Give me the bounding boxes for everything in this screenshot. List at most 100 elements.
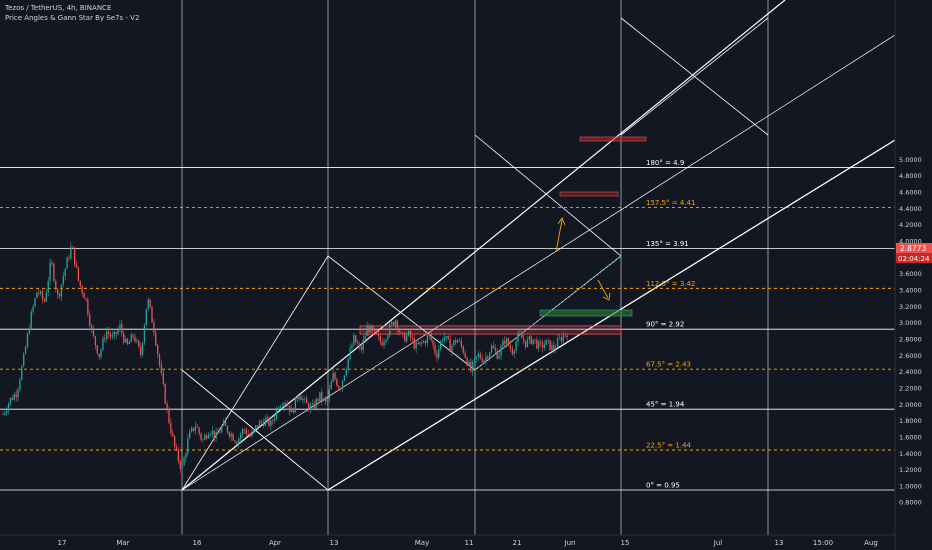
- candle-body: [187, 438, 189, 454]
- candle-body: [175, 446, 178, 450]
- candle-body: [241, 429, 244, 435]
- candle-body: [226, 425, 229, 433]
- candle-body: [185, 453, 187, 458]
- candle-body: [421, 342, 423, 343]
- candle-body: [41, 291, 44, 300]
- gann-level-label: 22.5° = 1.44: [646, 442, 692, 450]
- candle-body: [528, 336, 530, 340]
- candle-body: [249, 434, 251, 437]
- candle-body: [121, 324, 123, 333]
- candle-body: [238, 438, 240, 445]
- candle-body: [377, 334, 380, 337]
- candle-body: [243, 429, 246, 430]
- candle-body: [406, 335, 408, 342]
- candle-body: [332, 373, 334, 382]
- candle-body: [494, 348, 497, 351]
- candle-body: [541, 342, 544, 348]
- candle-body: [315, 399, 317, 409]
- candle-body: [434, 345, 436, 354]
- candle-body: [179, 461, 181, 469]
- candle-body: [24, 347, 27, 354]
- candle-body: [466, 357, 468, 366]
- candle-body: [104, 338, 106, 340]
- gann-level-label: 0° = 0.95: [646, 482, 680, 490]
- candle-body: [273, 417, 276, 422]
- candle-body: [415, 342, 417, 349]
- candle-body: [392, 322, 395, 326]
- candle-body: [438, 349, 440, 358]
- candle-body: [75, 264, 78, 268]
- candle-body: [202, 439, 204, 441]
- y-tick-label: 2.8000: [899, 335, 922, 343]
- candle-body: [49, 262, 51, 281]
- candle-body: [236, 442, 238, 445]
- candle-body: [447, 336, 449, 340]
- y-tick-label: 0.8000: [899, 499, 922, 507]
- candle-body: [255, 425, 257, 429]
- candle-body: [326, 398, 329, 402]
- candle-body: [555, 347, 557, 350]
- price-badge: 2.8773 02:04:24: [896, 243, 932, 263]
- candle-body: [107, 331, 110, 335]
- y-tick-label: 2.4000: [899, 368, 922, 376]
- candle-body: [11, 397, 14, 400]
- candle-body: [534, 339, 536, 341]
- resistance-marker: [579, 136, 647, 142]
- candle-body: [19, 379, 21, 390]
- candle-body: [111, 335, 114, 337]
- candle-body: [83, 292, 85, 299]
- candle-body: [272, 420, 274, 422]
- candle-body: [77, 267, 80, 281]
- candle-body: [317, 399, 319, 402]
- candle-body: [141, 342, 144, 355]
- candle-body: [347, 358, 349, 370]
- candle-body: [4, 412, 6, 415]
- candle-body: [304, 398, 306, 400]
- candle-body: [143, 325, 146, 343]
- candle-body: [436, 353, 438, 358]
- candle-body: [566, 335, 568, 338]
- candle-body: [311, 403, 314, 405]
- x-tick-label: Apr: [269, 539, 281, 547]
- candle-body: [323, 398, 325, 401]
- resistance-zone: [359, 325, 622, 335]
- candle-body: [158, 354, 161, 366]
- candle-body: [189, 431, 191, 439]
- candle-body: [504, 340, 506, 344]
- candle-body: [428, 333, 430, 336]
- candle-body: [94, 336, 97, 346]
- candles: [2, 242, 568, 473]
- candle-body: [275, 408, 278, 418]
- arrows: [555, 217, 611, 301]
- y-tick-label: 1.2000: [899, 466, 922, 474]
- candle-body: [475, 356, 478, 359]
- candle-body: [532, 339, 534, 345]
- candle-body: [290, 408, 293, 413]
- candle-body: [545, 339, 547, 345]
- candle-body: [260, 421, 263, 423]
- gann-diagonal: [181, 0, 786, 491]
- x-tick-label: 11: [465, 539, 474, 547]
- candle-body: [472, 362, 474, 372]
- candle-body: [413, 338, 415, 349]
- candle-body: [300, 396, 302, 401]
- x-tick-label: 17: [58, 539, 67, 547]
- candle-body: [481, 358, 483, 362]
- candle-body: [387, 335, 389, 340]
- candle-body: [109, 334, 112, 337]
- candle-body: [115, 331, 117, 335]
- candle-body: [451, 345, 453, 352]
- support-zone: [539, 309, 633, 317]
- y-tick-label: 4.8000: [899, 172, 922, 180]
- candle-body: [324, 398, 327, 402]
- candle-body: [349, 348, 351, 359]
- candle-body: [113, 331, 115, 336]
- candle-body: [353, 335, 355, 346]
- candle-body: [449, 339, 451, 352]
- gann-level-label: 135° = 3.91: [646, 240, 689, 248]
- candle-body: [36, 292, 38, 299]
- candle-body: [343, 375, 346, 381]
- candle-body: [90, 325, 93, 329]
- x-tick-label: Jun: [564, 539, 576, 547]
